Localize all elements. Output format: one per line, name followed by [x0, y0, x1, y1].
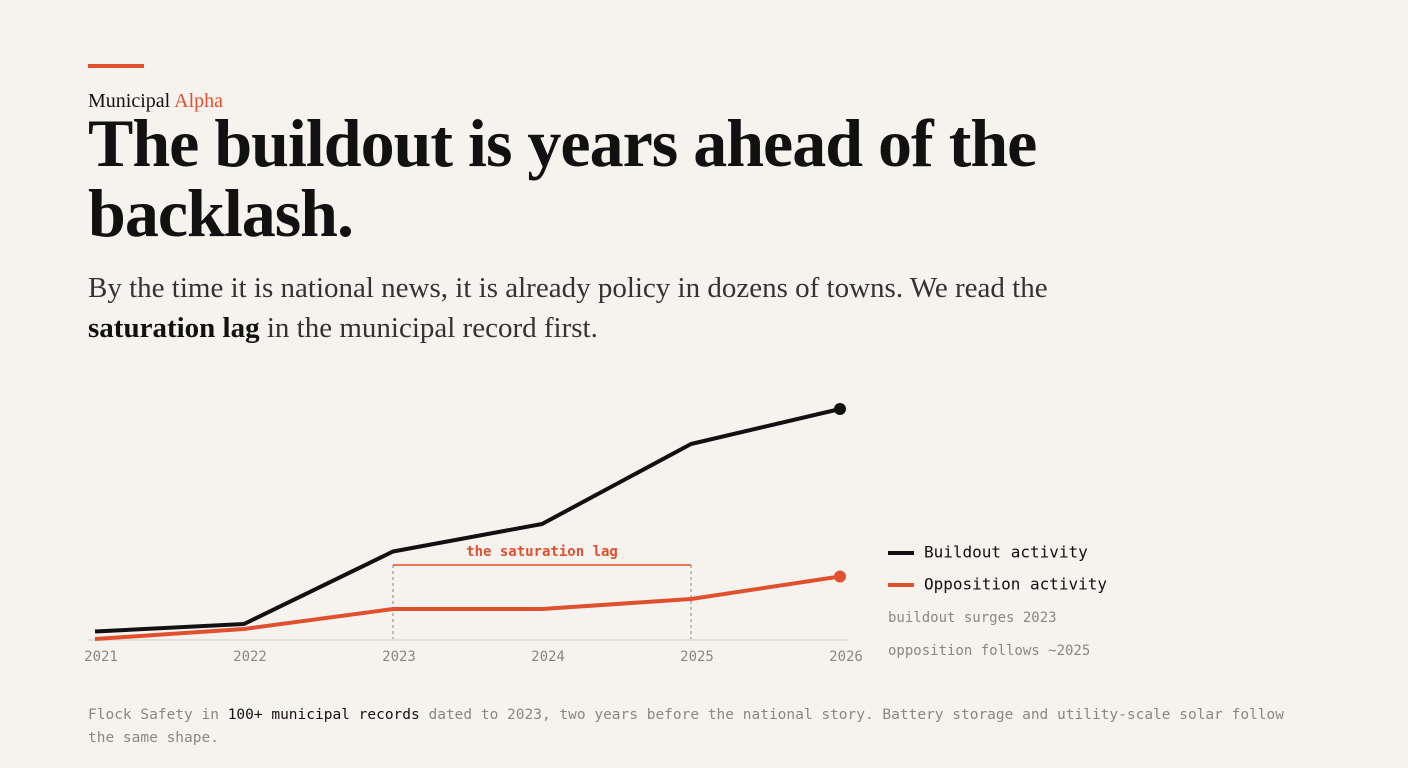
chart: 2021 2022 2023 2024 2025 2026 the saturation l…	[84, 403, 1107, 665]
series-line	[94, 574, 841, 641]
annotation-label: the saturation lag	[466, 544, 618, 560]
dek-text: By the time it is national news, it is a…	[88, 272, 1048, 304]
x-tick-label: 2021	[84, 649, 118, 665]
footnote: Flock Safety in 100+ municipal records d…	[88, 704, 1288, 750]
legend-label: Buildout activity	[924, 543, 1088, 562]
dek: By the time it is national news, it is a…	[88, 268, 1148, 348]
footnote-highlight: 100+ municipal records	[227, 707, 420, 723]
x-tick-label: 2023	[382, 649, 416, 665]
footnote-text: Flock Safety in	[88, 707, 228, 723]
x-tick-label: 2026	[829, 649, 863, 665]
accent-bar	[88, 64, 144, 68]
dek-text: in the municipal record first.	[259, 312, 598, 344]
footnote-text: dated to 2023, two years before the nati…	[88, 707, 1284, 746]
legend-note: opposition follows ~2025	[888, 643, 1090, 659]
x-tick-label: 2022	[233, 649, 267, 665]
x-tick-label: 2024	[531, 649, 565, 665]
brand-accent: Alpha	[174, 90, 224, 112]
series-line	[94, 407, 841, 634]
dek-emphasis: saturation lag	[88, 312, 260, 344]
brand: Municipal Alpha	[88, 90, 223, 113]
end-dot	[834, 403, 846, 415]
end-dot	[834, 570, 846, 583]
legend-label: Opposition activity	[924, 575, 1107, 594]
x-tick-label: 2025	[680, 649, 714, 665]
headline: The buildout is years ahead of the backl…	[88, 105, 1037, 251]
brand-name: Municipal	[88, 90, 171, 112]
legend-note: buildout surges 2023	[888, 610, 1057, 626]
